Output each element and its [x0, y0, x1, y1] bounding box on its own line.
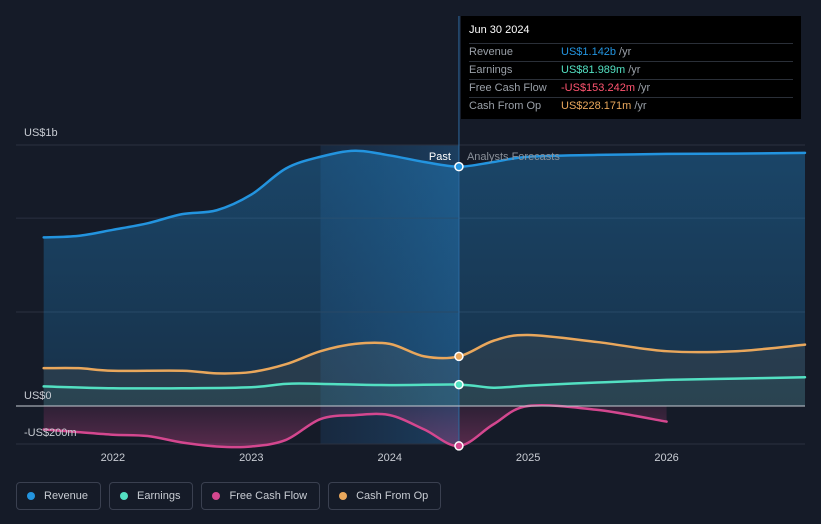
- forecast-label: Analysts Forecasts: [467, 151, 560, 163]
- tooltip-label: Earnings: [469, 64, 513, 76]
- y-label-bottom: -US$200m: [24, 427, 77, 439]
- legend-label: Free Cash Flow: [229, 490, 308, 502]
- chart: 2022 2023 2024 2025 2026 US$1b US$0 -US$200m…: [16, 16, 807, 464]
- past-label: Past: [429, 151, 451, 163]
- legend: Revenue Earnings Free Cash Flow Cash Fro…: [16, 482, 442, 512]
- tooltip-row-revenue: Revenue US$1.142b /yr: [469, 43, 793, 61]
- tooltip-label: Cash From Op: [469, 100, 542, 112]
- tooltip-value: US$228.171m: [561, 100, 632, 112]
- legend-label: Cash From Op: [356, 490, 429, 502]
- tooltip-row-free-cash-flow: Free Cash Flow -US$153.242m /yr: [469, 79, 793, 97]
- legend-item-earnings[interactable]: Earnings: [109, 482, 194, 510]
- legend-item-cash-from-op[interactable]: Cash From Op: [328, 482, 442, 510]
- x-tick-label: 2024: [377, 452, 401, 464]
- x-tick-label: 2025: [516, 452, 540, 464]
- tooltip: Jun 30 2024 Revenue US$1.142b /yr Earnin…: [461, 16, 801, 119]
- legend-label: Revenue: [44, 490, 89, 502]
- tooltip-label: Free Cash Flow: [469, 82, 547, 94]
- tooltip-unit: /yr: [638, 82, 651, 94]
- x-tick-label: 2026: [654, 452, 678, 464]
- tooltip-value: US$1.142b: [561, 46, 617, 58]
- revenue-line: [42, 149, 807, 239]
- earnings-line: [42, 376, 807, 390]
- free-cash-flow-area: [43, 405, 667, 448]
- tooltip-value: -US$153.242m: [561, 82, 635, 94]
- x-tick-label: 2023: [239, 452, 263, 464]
- tooltip-unit: /yr: [619, 46, 632, 58]
- legend-dot-icon: [339, 492, 348, 500]
- tooltip-unit: /yr: [628, 64, 641, 76]
- y-label-zero: US$0: [24, 390, 52, 402]
- tooltip-value: US$81.989m: [561, 64, 626, 76]
- legend-dot-icon: [27, 492, 35, 500]
- revenue-area: [43, 150, 806, 406]
- legend-label: Earnings: [137, 490, 181, 502]
- tooltip-label: Revenue: [469, 46, 514, 58]
- tooltip-row-cash-from-op: Cash From Op US$228.171m /yr: [469, 97, 793, 115]
- tooltip-row-earnings: Earnings US$81.989m /yr: [469, 61, 793, 79]
- legend-dot-icon: [120, 492, 129, 500]
- revenue-marker[interactable]: [454, 161, 464, 172]
- earnings-area: [43, 377, 806, 406]
- legend-item-free-cash-flow[interactable]: Free Cash Flow: [201, 482, 321, 510]
- cash-from-op-line: [42, 333, 807, 375]
- free-cash-flow-line: [42, 403, 668, 449]
- tooltip-date: Jun 30 2024: [469, 24, 530, 36]
- y-label-top: US$1b: [24, 127, 58, 139]
- x-tick-label: 2022: [101, 452, 125, 464]
- cash-from-op-marker[interactable]: [454, 351, 464, 362]
- legend-item-revenue[interactable]: Revenue: [16, 482, 102, 510]
- tooltip-unit: /yr: [634, 100, 647, 112]
- free-cash-flow-marker[interactable]: [454, 441, 464, 451]
- legend-dot-icon: [212, 492, 221, 500]
- earnings-marker[interactable]: [454, 379, 464, 390]
